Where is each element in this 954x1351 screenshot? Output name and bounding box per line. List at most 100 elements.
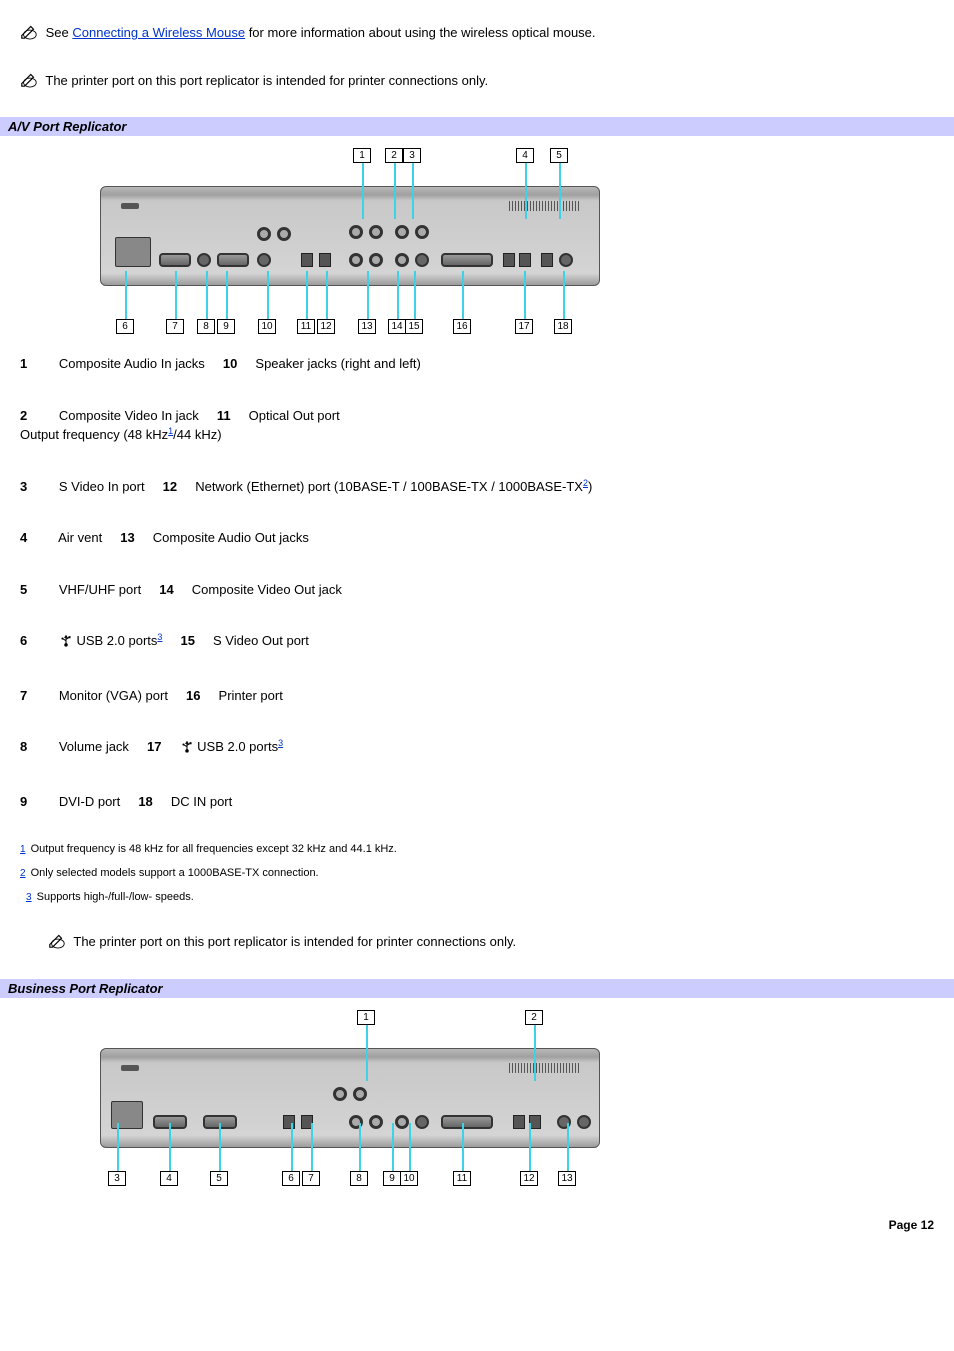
wireless-mouse-link[interactable]: Connecting a Wireless Mouse	[72, 25, 245, 40]
page-number: Page 12	[20, 1218, 934, 1232]
footnote-link[interactable]: 3	[278, 738, 283, 748]
diagram-lead	[175, 271, 177, 319]
diagram-label-top: 1	[357, 1010, 375, 1025]
footnote-ref-2[interactable]: 2	[20, 868, 26, 879]
row-num-1: 5	[20, 580, 48, 600]
diagram-lead	[291, 1123, 293, 1171]
row-desc-1: DVI-D port	[59, 794, 120, 809]
row-num-1: 4	[20, 528, 48, 548]
diagram-lead	[219, 1123, 221, 1171]
section-header-business: Business Port Replicator	[0, 979, 954, 998]
usb-icon	[180, 738, 194, 760]
note-printer-2: The printer port on this port replicator…	[48, 931, 934, 955]
row-num-2: 11	[217, 408, 231, 423]
footnote-ref-1[interactable]: 1	[20, 844, 26, 855]
diagram-lead	[529, 1123, 531, 1171]
note-printer-text-2: The printer port on this port replicator…	[73, 934, 516, 949]
row-num-1: 3	[20, 477, 48, 497]
diagram-label-bottom: 3	[108, 1171, 126, 1186]
row-desc-1: Composite Video In jack	[59, 408, 199, 423]
diagram-lead	[563, 271, 565, 319]
row-desc-2: S Video Out port	[213, 633, 309, 648]
note-text-after: for more information about using the wir…	[245, 25, 595, 40]
diagram-label-top: 2	[525, 1010, 543, 1025]
row-num-1: 9	[20, 792, 48, 812]
diagram-label-bottom: 18	[554, 319, 572, 334]
row-num-2: 18	[138, 794, 152, 809]
table-row: 5 VHF/UHF port 14 Composite Video Out ja…	[20, 580, 934, 600]
diagram-lead	[524, 271, 526, 319]
diagram-lead	[394, 163, 396, 219]
table-row: 2 Composite Video In jack 11 Optical Out…	[20, 406, 934, 445]
row-desc-1: USB 2.0 ports3	[59, 633, 163, 648]
diagram-label-bottom: 10	[258, 319, 276, 334]
row-desc-2: Network (Ethernet) port (10BASE-T / 100B…	[195, 479, 592, 494]
diagram-lead	[311, 1123, 313, 1171]
footnote-link[interactable]: 1	[168, 426, 173, 436]
footnote-link[interactable]: 2	[583, 478, 588, 488]
footnote-ref-3[interactable]: 3	[26, 892, 32, 903]
row-num-1: 1	[20, 354, 48, 374]
note-icon	[20, 70, 38, 94]
footnote-2: 2 Only selected models support a 1000BAS…	[20, 867, 934, 879]
diagram-label-bottom: 11	[453, 1171, 471, 1186]
note-icon	[48, 931, 66, 955]
footnote-1: 1 Output frequency is 48 kHz for all fre…	[20, 843, 934, 855]
section-header-av: A/V Port Replicator	[0, 117, 954, 136]
diagram-lead	[409, 1123, 411, 1171]
diagram-lead	[367, 271, 369, 319]
row-num-2: 16	[186, 688, 200, 703]
table-row: 1 Composite Audio In jacks 10 Speaker ja…	[20, 354, 934, 374]
row-desc-2: DC IN port	[171, 794, 232, 809]
usb-icon	[59, 632, 73, 654]
row-desc-1: Air vent	[58, 530, 102, 545]
diagram-label-top: 5	[550, 148, 568, 163]
note-wireless: See Connecting a Wireless Mouse for more…	[20, 22, 934, 46]
note-text-before: See	[46, 25, 73, 40]
diagram-label-bottom: 15	[405, 319, 423, 334]
diagram-label-bottom: 14	[388, 319, 406, 334]
row-desc-2: Composite Audio Out jacks	[153, 530, 309, 545]
diagram-lead	[117, 1123, 119, 1171]
table-row: 4 Air vent 13 Composite Audio Out jacks	[20, 528, 934, 548]
diagram-label-bottom: 8	[350, 1171, 368, 1186]
diagram-label-bottom: 12	[520, 1171, 538, 1186]
diagram-label-bottom: 9	[217, 319, 235, 334]
diagram-lead	[326, 271, 328, 319]
diagram-lead	[567, 1123, 569, 1171]
diagram-lead	[306, 271, 308, 319]
diagram-label-bottom: 4	[160, 1171, 178, 1186]
diagram-lead	[125, 271, 127, 319]
diagram-lead	[397, 271, 399, 319]
row-desc-1: Monitor (VGA) port	[59, 688, 168, 703]
row-num-2: 12	[163, 479, 177, 494]
row-subtext: Output frequency (48 kHz1/44 kHz)	[20, 427, 222, 442]
table-row: 9 DVI-D port 18 DC IN port	[20, 792, 934, 812]
row-num-1: 2	[20, 406, 48, 426]
diagram-lead	[534, 1025, 536, 1081]
row-desc-2: USB 2.0 ports3	[180, 739, 284, 754]
diagram-lead	[412, 163, 414, 219]
diagram-label-bottom: 6	[282, 1171, 300, 1186]
row-num-1: 8	[20, 737, 48, 757]
diagram-label-bottom: 10	[400, 1171, 418, 1186]
row-desc-1: Volume jack	[59, 739, 129, 754]
row-desc-1: VHF/UHF port	[59, 582, 141, 597]
diagram-lead	[366, 1025, 368, 1081]
diagram-label-bottom: 6	[116, 319, 134, 334]
row-desc-2: Optical Out port	[249, 408, 340, 423]
row-num-1: 7	[20, 686, 48, 706]
diagram-label-top: 4	[516, 148, 534, 163]
table-row: 8 Volume jack 17 USB 2.0 ports3	[20, 737, 934, 760]
footnote-link[interactable]: 3	[157, 632, 162, 642]
diagram-label-bottom: 8	[197, 319, 215, 334]
diagram-label-bottom: 13	[358, 319, 376, 334]
diagram-lead	[462, 1123, 464, 1171]
port-table: 1 Composite Audio In jacks 10 Speaker ja…	[20, 354, 934, 811]
note-printer-text: The printer port on this port replicator…	[45, 73, 488, 88]
diagram-label-bottom: 16	[453, 319, 471, 334]
diagram-lead	[462, 271, 464, 319]
diagram-label-bottom: 13	[558, 1171, 576, 1186]
diagram-label-top: 1	[353, 148, 371, 163]
row-num-2: 15	[180, 633, 194, 648]
